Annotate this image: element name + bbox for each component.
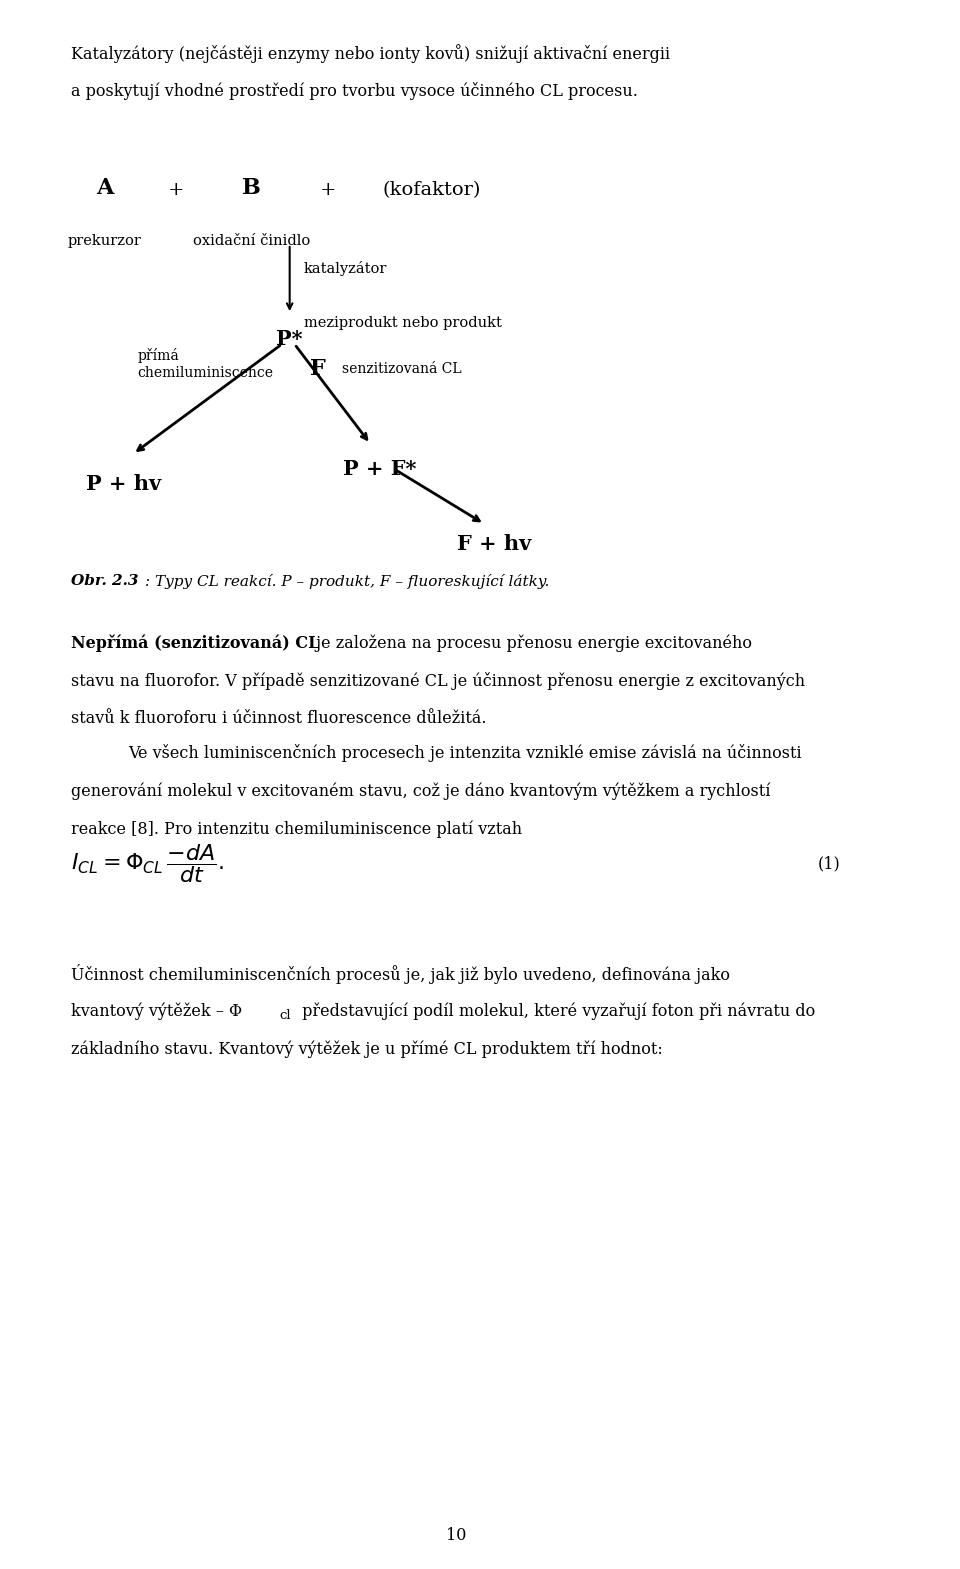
Text: prekurzor: prekurzor — [67, 234, 141, 248]
Text: senzitizovaná CL: senzitizovaná CL — [342, 362, 462, 377]
Text: +: + — [320, 180, 336, 199]
Text: Ve všech luminiscenčních procesech je intenzita vzniklé emise závislá na účinnos: Ve všech luminiscenčních procesech je in… — [129, 744, 802, 763]
Text: oxidační činidlo: oxidační činidlo — [193, 234, 310, 248]
Text: reakce [8]. Pro intenzitu chemiluminiscence platí vztah: reakce [8]. Pro intenzitu chemiluminisce… — [71, 821, 522, 838]
Text: P + hv: P + hv — [85, 474, 161, 494]
Text: 10: 10 — [445, 1527, 466, 1544]
Text: stavů k fluoroforu i účinnost fluorescence důležitá.: stavů k fluoroforu i účinnost fluorescen… — [71, 711, 487, 726]
Text: B: B — [242, 177, 261, 199]
Text: P + F*: P + F* — [344, 460, 417, 479]
Text: kvantový výtěžek – Φ: kvantový výtěžek – Φ — [71, 1003, 242, 1020]
Text: Katalyzátory (nejčástěji enzymy nebo ionty kovů) snižují aktivační energii: Katalyzátory (nejčástěji enzymy nebo ion… — [71, 44, 670, 63]
Text: je založena na procesu přenosu energie excitovaného: je založena na procesu přenosu energie e… — [311, 634, 752, 651]
Text: P*: P* — [276, 329, 303, 348]
Text: +: + — [167, 180, 184, 199]
Text: $I_{CL} = \Phi_{CL}\,\dfrac{-dA}{dt}.$: $I_{CL} = \Phi_{CL}\,\dfrac{-dA}{dt}.$ — [71, 843, 224, 885]
Text: a poskytují vhodné prostředí pro tvorbu vysoce účinného CL procesu.: a poskytují vhodné prostředí pro tvorbu … — [71, 82, 638, 100]
Text: Účinnost chemiluminiscenčních procesů je, jak již bylo uvedeno, definována jako: Účinnost chemiluminiscenčních procesů je… — [71, 963, 731, 984]
Text: představující podíl molekul, které vyzařují foton při návratu do: představující podíl molekul, které vyzař… — [298, 1003, 815, 1020]
Text: meziprodukt nebo produkt: meziprodukt nebo produkt — [304, 315, 502, 329]
Text: Nepřímá (senzitizovaná) CL: Nepřímá (senzitizovaná) CL — [71, 634, 320, 651]
Text: F: F — [310, 358, 326, 380]
Text: Obr. 2.3: Obr. 2.3 — [71, 574, 139, 588]
Text: katalyzátor: katalyzátor — [304, 262, 387, 276]
Text: : Typy CL reakcí. P – produkt, F – fluoreskující látky.: : Typy CL reakcí. P – produkt, F – fluor… — [145, 574, 550, 588]
Text: (1): (1) — [818, 855, 841, 872]
Text: stavu na fluorofor. V případě senzitizované CL je účinnost přenosu energie z exc: stavu na fluorofor. V případě senzitizov… — [71, 672, 805, 690]
Text: generování molekul v excitovaném stavu, což je dáno kvantovým výtěžkem a rychlos: generování molekul v excitovaném stavu, … — [71, 781, 771, 800]
Text: přímá
chemiluminiscence: přímá chemiluminiscence — [137, 348, 274, 380]
Text: F + hv: F + hv — [457, 533, 531, 554]
Text: (kofaktor): (kofaktor) — [383, 180, 481, 199]
Text: A: A — [96, 177, 113, 199]
Text: cl: cl — [279, 1009, 291, 1021]
Text: základního stavu. Kvantový výtěžek je u přímé CL produktem tří hodnot:: základního stavu. Kvantový výtěžek je u … — [71, 1040, 663, 1058]
